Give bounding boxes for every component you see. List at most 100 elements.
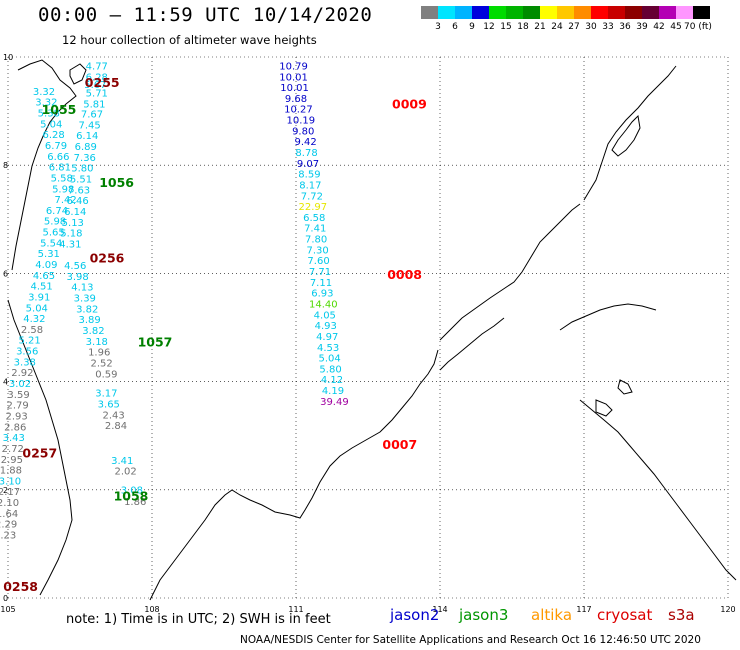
color-swatch [625,6,642,19]
x-tick-label: 120 [720,605,735,614]
wave-height-label: 4.13 [71,283,93,294]
wave-height-label: 4.51 [30,282,52,293]
pass-time-label: 1056 [99,175,134,190]
wave-height-label: 4.97 [316,332,338,343]
wave-height-label: 5.31 [38,249,60,260]
wave-height-label: 7.67 [81,110,103,121]
wave-height-label: 3.41 [111,456,133,467]
wave-height-label: 3.89 [78,315,100,326]
wave-height-label: 7.71 [309,267,331,278]
wave-height-label: 3.08 [121,486,143,497]
pass-time-labels: 0255 1055 0009 1056 0256 0008 1057 0257 0007 1058… [3,75,427,594]
wave-height-label: 7.45 [78,120,100,131]
color-scale-label: 36 [619,22,631,32]
wave-height-label: 6.14 [76,131,98,142]
coastline-palawan [439,317,505,371]
wave-height-label: 5.04 [318,354,340,365]
satellite-legend-item: jason3 [459,606,509,624]
pass-time-label: 0256 [90,251,125,266]
pass-time-label: 1055 [42,102,77,117]
wave-height-label: 3.59 [7,390,29,401]
coastline-hainan [69,63,87,85]
wave-height-label: 6.58 [303,213,325,224]
color-scale-label: 3 [435,22,441,32]
color-swatch [642,6,659,19]
credit-footer: NOAA/NESDIS Center for Satellite Applica… [240,634,701,646]
wave-height-label: 3.18 [86,337,108,348]
coastline-philippines-south [439,203,581,341]
color-scale-label: 45 [670,22,682,32]
color-scale-label: 24 [551,22,563,32]
wave-height-label: 9.07 [297,159,319,170]
wave-height-label: 6.81 [49,163,71,174]
wave-height-label: 7.11 [310,278,332,289]
wave-height-label: 6.66 [47,152,69,163]
chart-title: 00:00 – 11:59 UTC 10/14/2020 [38,4,373,26]
wave-height-label: 7.41 [304,224,326,235]
wave-height-label: 6.79 [45,141,67,152]
color-swatch [676,6,693,19]
color-swatch [608,6,625,19]
color-scale-label: 27 [568,22,580,32]
grid-lines [7,56,729,599]
wave-height-label: 4.53 [317,343,339,354]
color-swatch [523,6,540,19]
wave-height-label: 4.65 [33,271,55,282]
wave-height-label: 5.13 [62,218,84,229]
wave-height-label: 3.02 [9,379,31,390]
wave-height-label: 3.43 [3,433,25,444]
wave-height-label: 6.28 [42,130,64,141]
coastline-sulawesi [559,303,657,331]
wave-height-label: 5.58 [51,173,73,184]
wave-height-label: 2.92 [11,368,33,379]
wave-height-label: 8.17 [299,180,321,191]
coastline-luzon [583,65,677,201]
wave-height-label: 4.93 [315,321,337,332]
wave-height-points: 4.776.285.675.715.817.677.456.146.897.36… [0,61,349,541]
color-swatch [421,6,438,19]
wave-height-label: 7.42 [54,195,76,206]
wave-height-label: 2.43 [102,410,124,421]
wave-height-label: 6.46 [66,196,88,207]
wave-height-label: 14.40 [309,299,338,310]
y-tick-label: 0 [3,594,8,603]
axis-labels: 105 108 111 114 117 120 0 2 4 6 8 10 [0,53,735,614]
wave-height-label: 7.63 [68,185,90,196]
wave-height-label: 3.98 [66,272,88,283]
coastline-taiwan [611,114,641,157]
wave-height-label: 2.10 [0,498,19,509]
color-swatch [659,6,676,19]
wave-height-label: 4.56 [64,261,86,272]
x-tick-label: 114 [432,605,447,614]
wave-height-label: 5.65 [42,228,64,239]
coastline-islands [595,379,633,417]
x-tick-label: 108 [144,605,159,614]
wave-height-label: 4.09 [35,260,57,271]
wave-height-label: 4.77 [86,61,108,72]
wave-height-label: 4.19 [322,386,344,397]
color-swatch [455,6,472,19]
wave-height-label: 3.56 [16,347,38,358]
color-swatch [574,6,591,19]
wave-height-label: 5.80 [319,364,341,375]
color-scale-label: 30 [585,22,597,32]
wave-height-label: 3.10 [0,476,21,487]
wave-height-label: 5.54 [40,238,62,249]
wave-height-label: 2.86 [4,422,26,433]
color-swatch [472,6,489,19]
wave-height-label: 3.65 [98,400,120,411]
y-tick-label: 6 [3,269,8,278]
wave-height-label: 5.18 [60,229,82,240]
wave-height-label: 5.51 [70,175,92,186]
wave-height-label: 6.74 [46,206,68,217]
wave-height-label: 4.12 [321,375,343,386]
chart-subtitle: 12 hour collection of altimeter wave hei… [62,33,317,47]
color-scale-label: 70 (ft) [684,22,712,32]
y-tick-label: 8 [3,161,8,170]
wave-height-label: 9.80 [292,126,314,137]
wave-height-label: 2.23 [0,530,16,541]
wave-height-label: 3.32 [33,87,55,98]
wave-height-label: 10.19 [286,116,315,127]
y-tick-label: 10 [3,53,13,62]
